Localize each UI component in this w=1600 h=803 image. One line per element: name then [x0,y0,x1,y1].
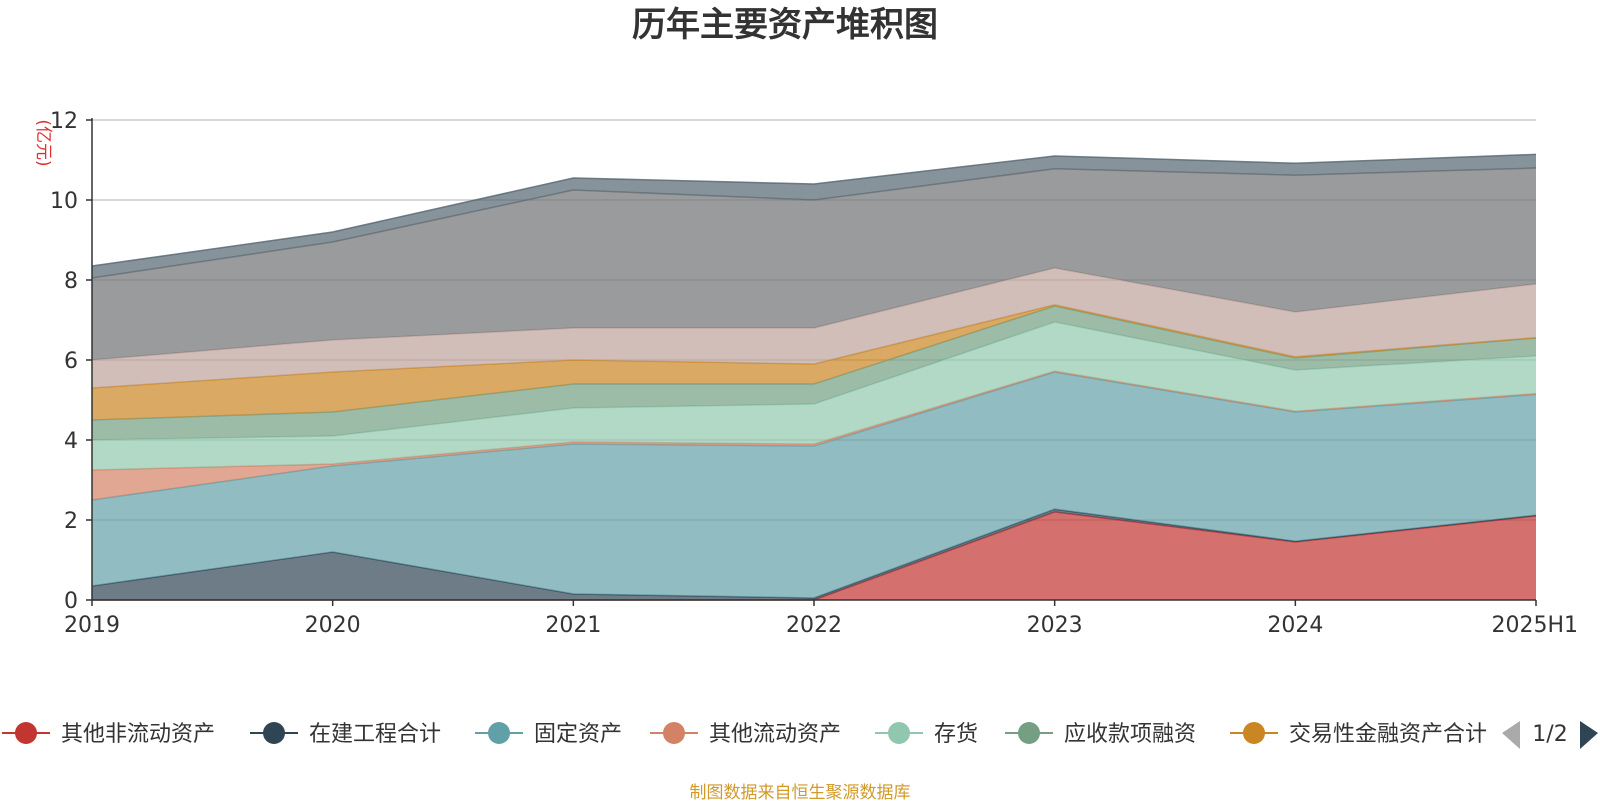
legend-item[interactable]: 存货 [875,722,978,747]
y-tick-label: 10 [50,189,78,214]
area-series-10 [92,154,1536,278]
y-tick-label: 6 [64,349,78,374]
area-series-7 [92,304,1536,420]
axes: 0 2 4 6 8 10 12 2019 2020 2021 2022 2023 2024 2025H1 [50,109,1578,638]
legend-item[interactable]: 在建工程合计 [250,722,441,747]
area-series-5 [92,322,1536,470]
legend-label: 交易性金融资产合计 [1289,722,1487,747]
y-tick-label: 4 [64,429,78,454]
legend-marker-icon [663,722,685,744]
area-series-6 [92,306,1536,440]
chart-title: 历年主要资产堆积图 [632,5,938,45]
legend-item[interactable]: 交易性金融资产合计 [1230,722,1487,747]
legend-item[interactable]: 应收款项融资 [1005,722,1196,747]
legend-marker-icon [488,722,510,744]
legend-marker-icon [15,722,37,744]
legend: 其他非流动资产 在建工程合计 固定资产 其他流动资产 存货 应收款项融资 交易性金融资产合计… [2,721,1598,749]
y-axis-unit-label: (亿元) [33,119,53,166]
y-tick-label: 2 [64,509,78,534]
x-tick-label: 2021 [545,613,601,638]
area-series [91,153,1537,601]
area-series-line-10 [91,153,1537,267]
legend-marker-icon [888,722,910,744]
x-tick-label: 2022 [786,613,842,638]
legend-prev-page-icon[interactable] [1502,721,1520,749]
legend-label: 在建工程合计 [309,722,441,747]
legend-marker-icon [1243,722,1265,744]
legend-label: 其他流动资产 [709,722,841,747]
legend-marker-icon [263,722,285,744]
legend-pager: 1/2 [1502,721,1598,749]
y-tick-label: 0 [64,589,78,614]
legend-item[interactable]: 固定资产 [475,722,622,747]
data-source-footer: 制图数据来自恒生聚源数据库 [689,783,911,803]
area-series-3 [92,372,1536,598]
x-tick-label: 2024 [1267,613,1323,638]
legend-label: 应收款项融资 [1064,722,1196,747]
area-series-2 [92,509,1536,600]
legend-marker-icon [1018,722,1040,744]
area-series-1 [92,512,1536,600]
legend-label: 存货 [934,722,978,747]
legend-label: 其他非流动资产 [61,722,215,747]
x-tick-label: 2020 [305,613,361,638]
legend-next-page-icon[interactable] [1580,721,1598,749]
legend-label: 固定资产 [534,722,622,747]
y-tick-label: 8 [64,269,78,294]
y-tick-label: 12 [50,109,78,134]
legend-item[interactable]: 其他流动资产 [650,722,841,747]
x-tick-label: 2023 [1027,613,1083,638]
x-tick-label: 2025H1 [1491,613,1578,638]
legend-item[interactable]: 其他非流动资产 [2,722,215,747]
legend-page-indicator: 1/2 [1532,722,1567,747]
x-tick-label: 2019 [64,613,120,638]
